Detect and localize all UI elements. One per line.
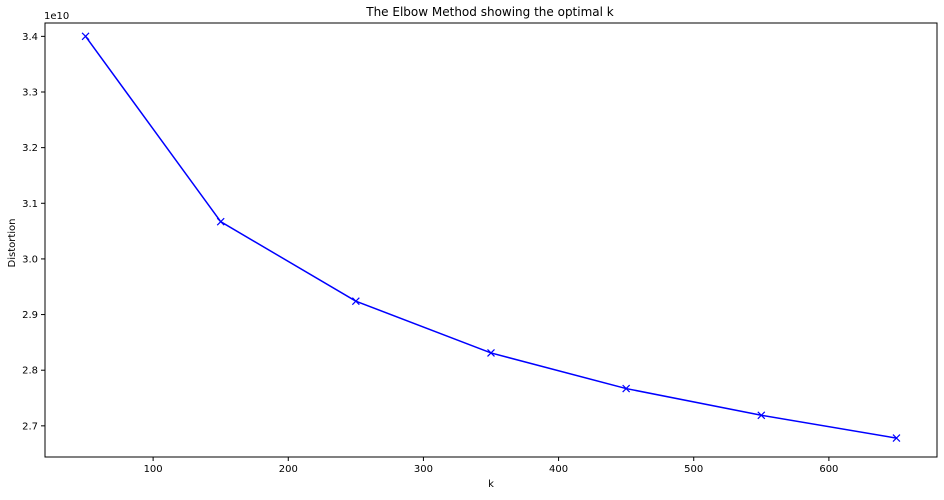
x-icon (892, 434, 901, 443)
y-tick-label: 3.1 (22, 199, 38, 210)
y-tick-label: 2.9 (22, 310, 38, 321)
marker-stroke (216, 217, 225, 226)
plot-area: 100 200 300 400 500 600 2.7 2.8 2.9 3.0 3.1 3.2 3.3 3… (22, 22, 938, 475)
x-icon (487, 349, 495, 357)
marker-stroke (757, 411, 766, 420)
x-icon (216, 217, 225, 226)
x-axis-label: k (488, 479, 494, 490)
y-tick-label: 3.2 (22, 143, 38, 154)
y-tick-label: 3.0 (22, 254, 38, 265)
x-icon (622, 384, 631, 393)
marker-stroke (81, 32, 90, 41)
x-tick-label: 400 (549, 464, 568, 475)
x-icon (757, 411, 766, 420)
marker-stroke (487, 349, 495, 357)
distortion-line (84, 35, 897, 439)
x-tick-label: 600 (819, 464, 838, 475)
x-tick-label: 100 (144, 464, 163, 475)
x-icon (81, 32, 90, 41)
y-tick-label: 3.3 (22, 87, 38, 98)
x-tick-label: 200 (279, 464, 298, 475)
marker-stroke (892, 434, 901, 443)
x-icon (351, 297, 360, 306)
marker-stroke (351, 297, 360, 306)
y-tick-label: 2.8 (22, 366, 38, 377)
y-axis-label: Distortion (7, 219, 18, 268)
chart-title: The Elbow Method showing the optimal k (365, 5, 614, 19)
y-tick-label: 2.7 (22, 421, 38, 432)
plot-frame (44, 22, 938, 458)
y-offset-label: 1e10 (44, 11, 69, 22)
x-tick-label: 500 (684, 464, 703, 475)
marker-stroke (622, 384, 631, 393)
x-tick-label: 300 (414, 464, 433, 475)
y-tick-label: 3.4 (22, 32, 38, 43)
